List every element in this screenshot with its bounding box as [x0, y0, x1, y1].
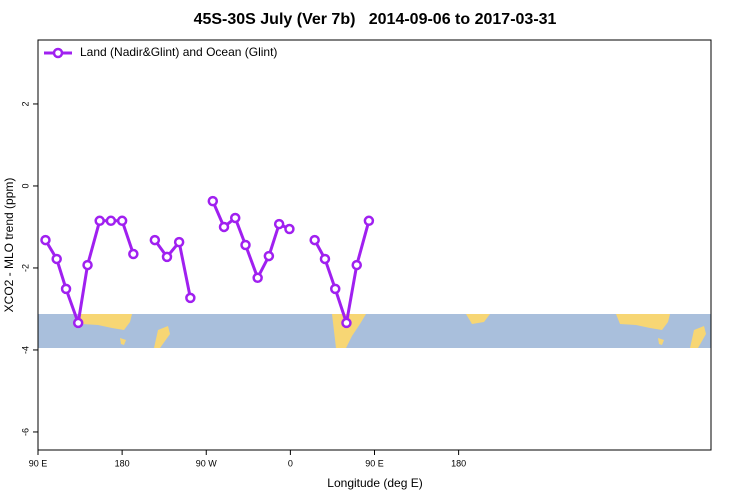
data-point — [284, 223, 295, 235]
data-point — [60, 283, 72, 295]
x-tick-label: 180 — [451, 458, 466, 468]
data-point — [341, 317, 352, 329]
data-point — [149, 234, 161, 246]
data-point — [116, 215, 128, 227]
data-point — [218, 221, 230, 233]
y-axis-label: XCO2 - MLO trend (ppm) — [2, 178, 16, 313]
data-point — [329, 283, 341, 295]
data-point — [161, 251, 173, 263]
data-point — [173, 236, 185, 248]
series-line — [44, 200, 371, 324]
data-point — [128, 248, 139, 260]
data-point — [319, 253, 331, 265]
plot-frame — [37, 39, 712, 451]
data-point — [229, 212, 241, 224]
legend-marker — [52, 47, 64, 59]
y-tick-label: -2 — [20, 264, 30, 272]
y-tick-label: -4 — [20, 346, 30, 354]
data-point — [40, 234, 51, 246]
data-point — [240, 239, 251, 251]
x-tick-label: 90 E — [365, 458, 384, 468]
data-point — [351, 259, 362, 271]
x-tick-label: 90 W — [196, 458, 218, 468]
data-point — [72, 317, 84, 329]
data-point — [309, 234, 320, 246]
data-point — [82, 259, 93, 271]
chart-title: 45S-30S July (Ver 7b) 2014-09-06 to 2017… — [194, 11, 557, 28]
data-point — [273, 218, 285, 230]
x-tick-label: 90 E — [29, 458, 48, 468]
data-point — [252, 272, 263, 284]
legend-label: Land (Nadir&Glint) and Ocean (Glint) — [80, 45, 277, 59]
data-point — [363, 215, 375, 227]
data-point — [263, 250, 275, 262]
x-tick-label: 0 — [288, 458, 293, 468]
data-point — [207, 195, 219, 207]
data-point — [185, 292, 196, 304]
y-tick-label: -6 — [20, 428, 30, 436]
x-axis-label: Longitude (deg E) — [327, 476, 422, 490]
data-point — [94, 215, 105, 227]
x-tick-label: 180 — [115, 458, 130, 468]
data-point — [105, 215, 117, 227]
y-tick-label: 2 — [20, 101, 30, 106]
y-tick-label: 0 — [20, 183, 30, 188]
data-point — [51, 253, 62, 265]
map-strip — [38, 314, 711, 348]
